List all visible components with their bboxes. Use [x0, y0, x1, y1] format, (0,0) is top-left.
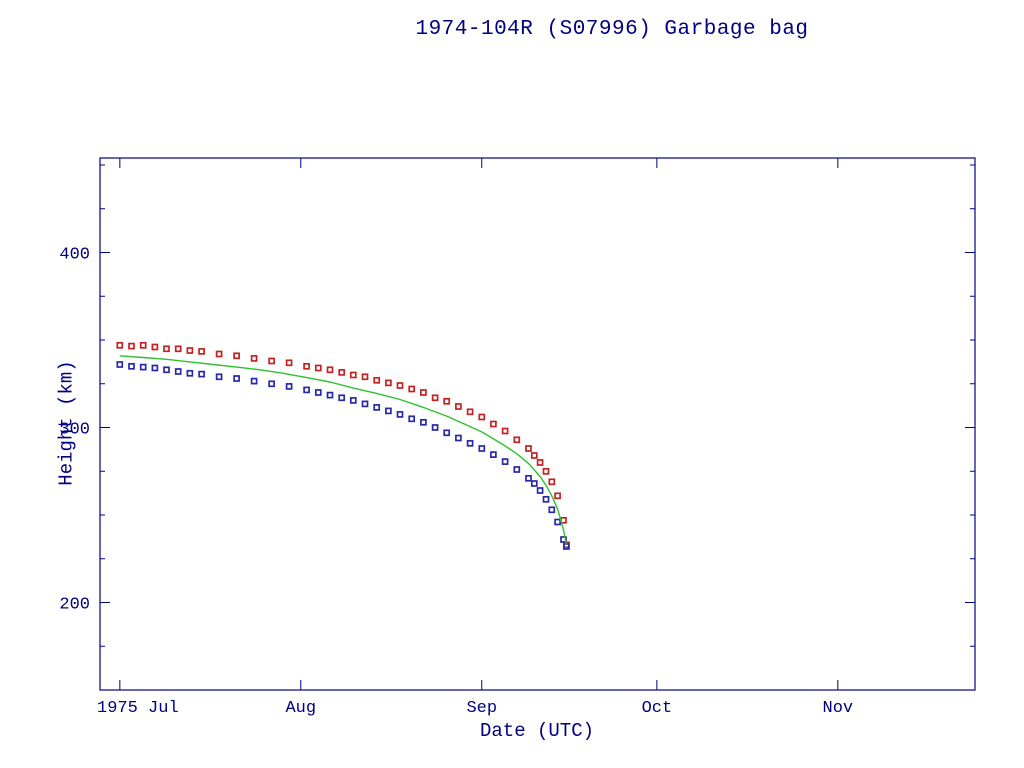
apogee-height — [116, 341, 570, 549]
x-ticks: 1975 Jul Aug Sep Oct Nov — [97, 158, 853, 718]
x-tick-label: Aug — [285, 699, 316, 718]
x-tick-label: Nov — [823, 699, 854, 718]
perigee-height — [116, 361, 570, 550]
y-tick-label: 200 — [59, 596, 90, 615]
y-axis-label: Height (km) — [55, 360, 78, 486]
x-tick-label: 1975 Jul — [97, 699, 179, 718]
mean-height — [119, 355, 568, 545]
chart-title: 1974-104R (S07996) Garbage bag — [415, 18, 809, 41]
axes — [99, 157, 976, 691]
y-tick-label: 400 — [59, 246, 90, 265]
x-tick-label: Oct — [642, 699, 673, 718]
x-axis-label: Date (UTC) — [479, 720, 595, 742]
x-tick-label: Sep — [466, 699, 497, 718]
y-tick-label: 300 — [59, 421, 90, 440]
y-ticks: 200 300 400 — [59, 164, 975, 647]
